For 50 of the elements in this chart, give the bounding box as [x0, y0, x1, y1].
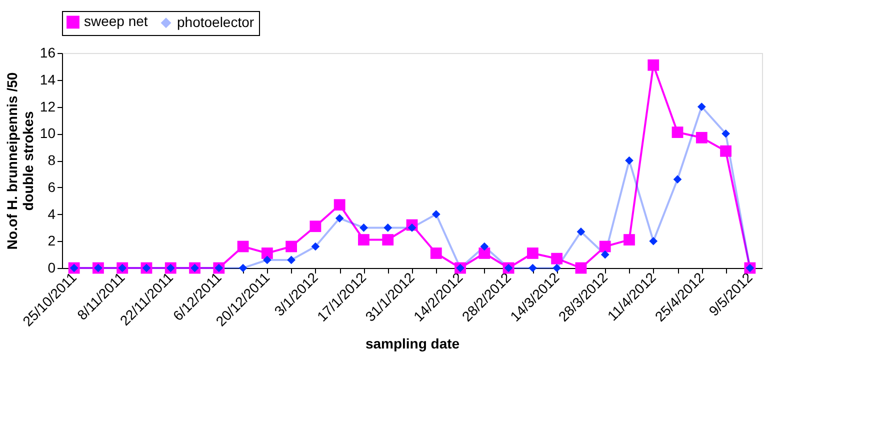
y-tick-label: 10: [40, 125, 56, 142]
point: [722, 129, 730, 138]
point: [649, 236, 658, 246]
point: [384, 224, 392, 232]
point: [261, 248, 273, 259]
point: [625, 156, 634, 165]
y-tick-label: 16: [40, 44, 56, 60]
legend-label: sweep net: [84, 13, 148, 30]
point: [696, 132, 708, 144]
point: [335, 214, 344, 222]
y-tick-label: 0: [48, 260, 56, 276]
y-tick-label: 8: [48, 152, 56, 168]
point: [575, 262, 587, 274]
point: [310, 220, 322, 232]
y-axis-title: No.of H. brunneipennis /50 double strokes: [4, 72, 36, 250]
point: [599, 240, 611, 252]
y-tick-label: 2: [48, 232, 56, 249]
point: [552, 264, 562, 272]
point: [237, 240, 249, 252]
point: [478, 248, 490, 259]
legend-label: photoelector: [177, 14, 254, 30]
point: [672, 126, 684, 138]
point: [262, 256, 272, 264]
point: [430, 248, 442, 259]
point: [673, 175, 682, 184]
point: [600, 250, 610, 259]
point: [480, 242, 489, 251]
y-tick-label: 14: [40, 71, 56, 88]
x-axis-title: sampling date: [365, 335, 460, 352]
point: [576, 228, 586, 236]
y-tick-label: 4: [48, 206, 56, 222]
point: [432, 210, 440, 218]
point: [408, 224, 416, 232]
point: [720, 145, 732, 157]
point: [528, 264, 537, 272]
point: [311, 242, 320, 251]
point: [334, 199, 346, 211]
point: [697, 102, 706, 111]
point: [238, 264, 248, 272]
y-tick-label: 12: [40, 98, 56, 114]
point: [526, 248, 538, 259]
point: [551, 252, 563, 264]
point: [648, 59, 660, 71]
point: [360, 224, 368, 232]
point: [382, 234, 394, 246]
point: [624, 234, 635, 246]
point: [287, 256, 296, 264]
point: [286, 240, 298, 252]
point: [358, 234, 370, 246]
y-tick-label: 6: [48, 178, 56, 195]
